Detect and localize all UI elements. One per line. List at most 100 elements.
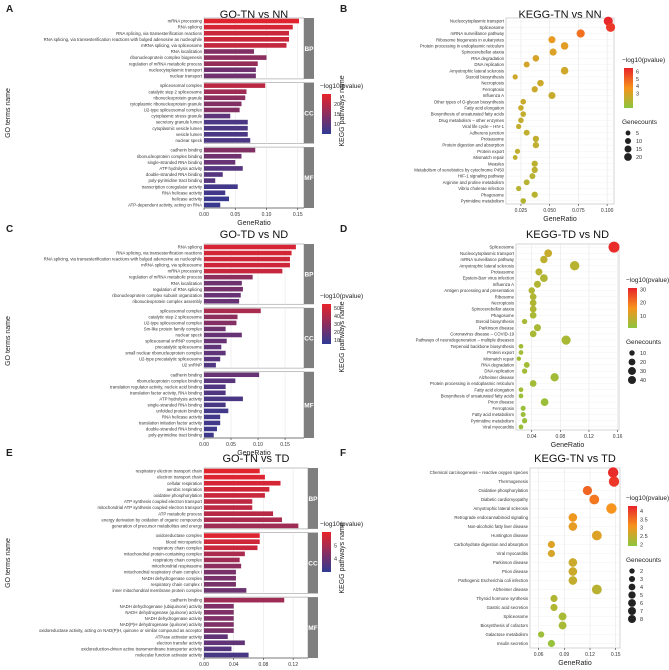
y-category-label: Protein digestion and absorption (442, 143, 504, 148)
y-category-label: Spliceosome (503, 614, 528, 619)
y-category-label: mitochondrial respiratory chain complex … (124, 570, 202, 575)
x-tick-label: 0.04 (527, 434, 537, 440)
y-axis-label: GO terms name (5, 538, 12, 588)
y-category-label: NADH dehydrogenase (quinone) activity (125, 610, 203, 615)
data-point (568, 522, 578, 531)
y-category-label: oxidoreductase complex (156, 533, 203, 538)
y-category-label: respiratory chain complex I (151, 582, 202, 587)
y-category-label: Arginine and proline metabolism (443, 180, 505, 185)
bar (204, 372, 260, 378)
y-category-label: Protein export (477, 149, 505, 154)
bar (204, 652, 249, 658)
chart-title: KEGG-TN vs TD (534, 453, 616, 465)
data-point (540, 274, 548, 282)
bar (204, 55, 267, 60)
y-category-label: Protein export (487, 350, 515, 355)
x-tick-label: 0.15 (611, 652, 621, 658)
data-point (516, 356, 522, 361)
y-category-label: ribonucleoprotein complex binding (137, 154, 203, 159)
data-point (512, 74, 518, 80)
y-category-label: Diabetic cardiomyopathy (481, 497, 529, 502)
bar (204, 61, 258, 66)
y-category-label: Gastric acid secretion (487, 605, 529, 610)
y-category-label: ATPase activator activity (155, 634, 203, 639)
y-category-label: oxidoreductase activity, acting on NAD(P… (39, 628, 203, 633)
bar (204, 298, 240, 304)
bar (204, 190, 226, 196)
bar (204, 414, 221, 420)
legend-tick-label: 4 (640, 509, 643, 515)
bar (204, 147, 256, 153)
y-category-label: DNA replication (484, 369, 514, 374)
plot-area (515, 243, 620, 431)
bar (204, 350, 226, 356)
y-axis-label: KEGG pathways name (339, 522, 346, 593)
bar (204, 523, 299, 529)
y-category-label: aerobic respiration (167, 487, 203, 492)
y-category-label: Thyroid hormone synthesis (476, 596, 528, 601)
data-point (608, 241, 620, 253)
x-tick-label: 0.10 (262, 212, 272, 218)
size-legend-title: Genecounts (622, 119, 658, 126)
y-category-label: nuclear speck (175, 138, 202, 143)
y-category-label: U2-type precatalytic spliceosome (139, 357, 203, 362)
y-category-label: double-stranded RNA binding (146, 172, 203, 177)
legend-title: −log10(pvalue) (626, 495, 669, 502)
data-point (529, 305, 537, 313)
facet-strip-label: MF (308, 625, 317, 632)
y-category-label: poly-pyrimidine tract binding (149, 433, 203, 438)
chart-title: GO-TN vs TD (222, 453, 289, 465)
bar (204, 292, 241, 298)
y-category-label: Phagosome (481, 192, 505, 197)
bar (204, 634, 228, 639)
legend-tick-label: 2 (640, 542, 643, 548)
y-category-label: poly-pyrimidine tract binding (149, 178, 203, 183)
data-point (605, 22, 616, 32)
y-category-label: RNA splicing, via transesterification re… (44, 37, 203, 42)
data-point (576, 29, 585, 38)
y-category-label: Necroptosis (491, 301, 514, 306)
bar (204, 505, 253, 510)
y-category-label: Steroid biosynthesis (466, 75, 504, 80)
bar (204, 539, 260, 544)
y-category-label: electron transfer activity (157, 640, 203, 645)
bar (204, 402, 226, 408)
facet-strip (304, 147, 314, 208)
y-category-label: Prion disease (488, 400, 515, 405)
bar (204, 18, 299, 24)
x-tick-label: 0.04 (229, 662, 239, 668)
data-point (516, 123, 522, 130)
legend-tick-label: 3 (636, 91, 639, 97)
data-point (568, 558, 578, 567)
bar (204, 408, 229, 414)
y-category-label: Biosynthesis of unsaturated fatty acids (431, 112, 504, 117)
y-category-label: Chemical carcinogenesis – reactive oxyge… (430, 470, 528, 475)
size-legend-dot (629, 350, 635, 356)
y-category-label: Measles (488, 161, 504, 166)
size-legend-label: 20 (636, 155, 642, 161)
data-point (589, 494, 600, 505)
legend-tick-label: 5 (636, 77, 639, 83)
bar (204, 172, 223, 177)
y-category-label: Steroid biosynthesis (476, 319, 514, 324)
legend-colorbar (628, 288, 637, 328)
bar (204, 420, 221, 426)
y-category-label: cadherin binding (170, 372, 202, 377)
y-category-label: electron transport chain (157, 475, 203, 480)
legend-title: −log10(pvalue) (320, 293, 363, 300)
facet-strip-label: BP (304, 46, 314, 53)
y-category-label: Drug metabolism – other enzymes (439, 118, 504, 123)
x-tick-label: 0.025 (515, 208, 528, 214)
legend-tick-label: 30 (334, 322, 340, 328)
bar (204, 517, 282, 523)
x-tick-label: 0.05 (226, 442, 236, 448)
panel-d: D KEGG-TD vs ND SpliceosomeNucleocytoplasm… (339, 224, 669, 449)
data-point (529, 173, 536, 180)
bar (204, 166, 243, 171)
x-axis-label: GeneRatio (237, 450, 271, 457)
y-axis-label: KEGG pathways name (339, 75, 346, 146)
bar (204, 390, 226, 396)
panel-letter: A (6, 4, 13, 15)
y-category-label: Galactose metabolism (485, 632, 528, 637)
bar (204, 563, 242, 569)
